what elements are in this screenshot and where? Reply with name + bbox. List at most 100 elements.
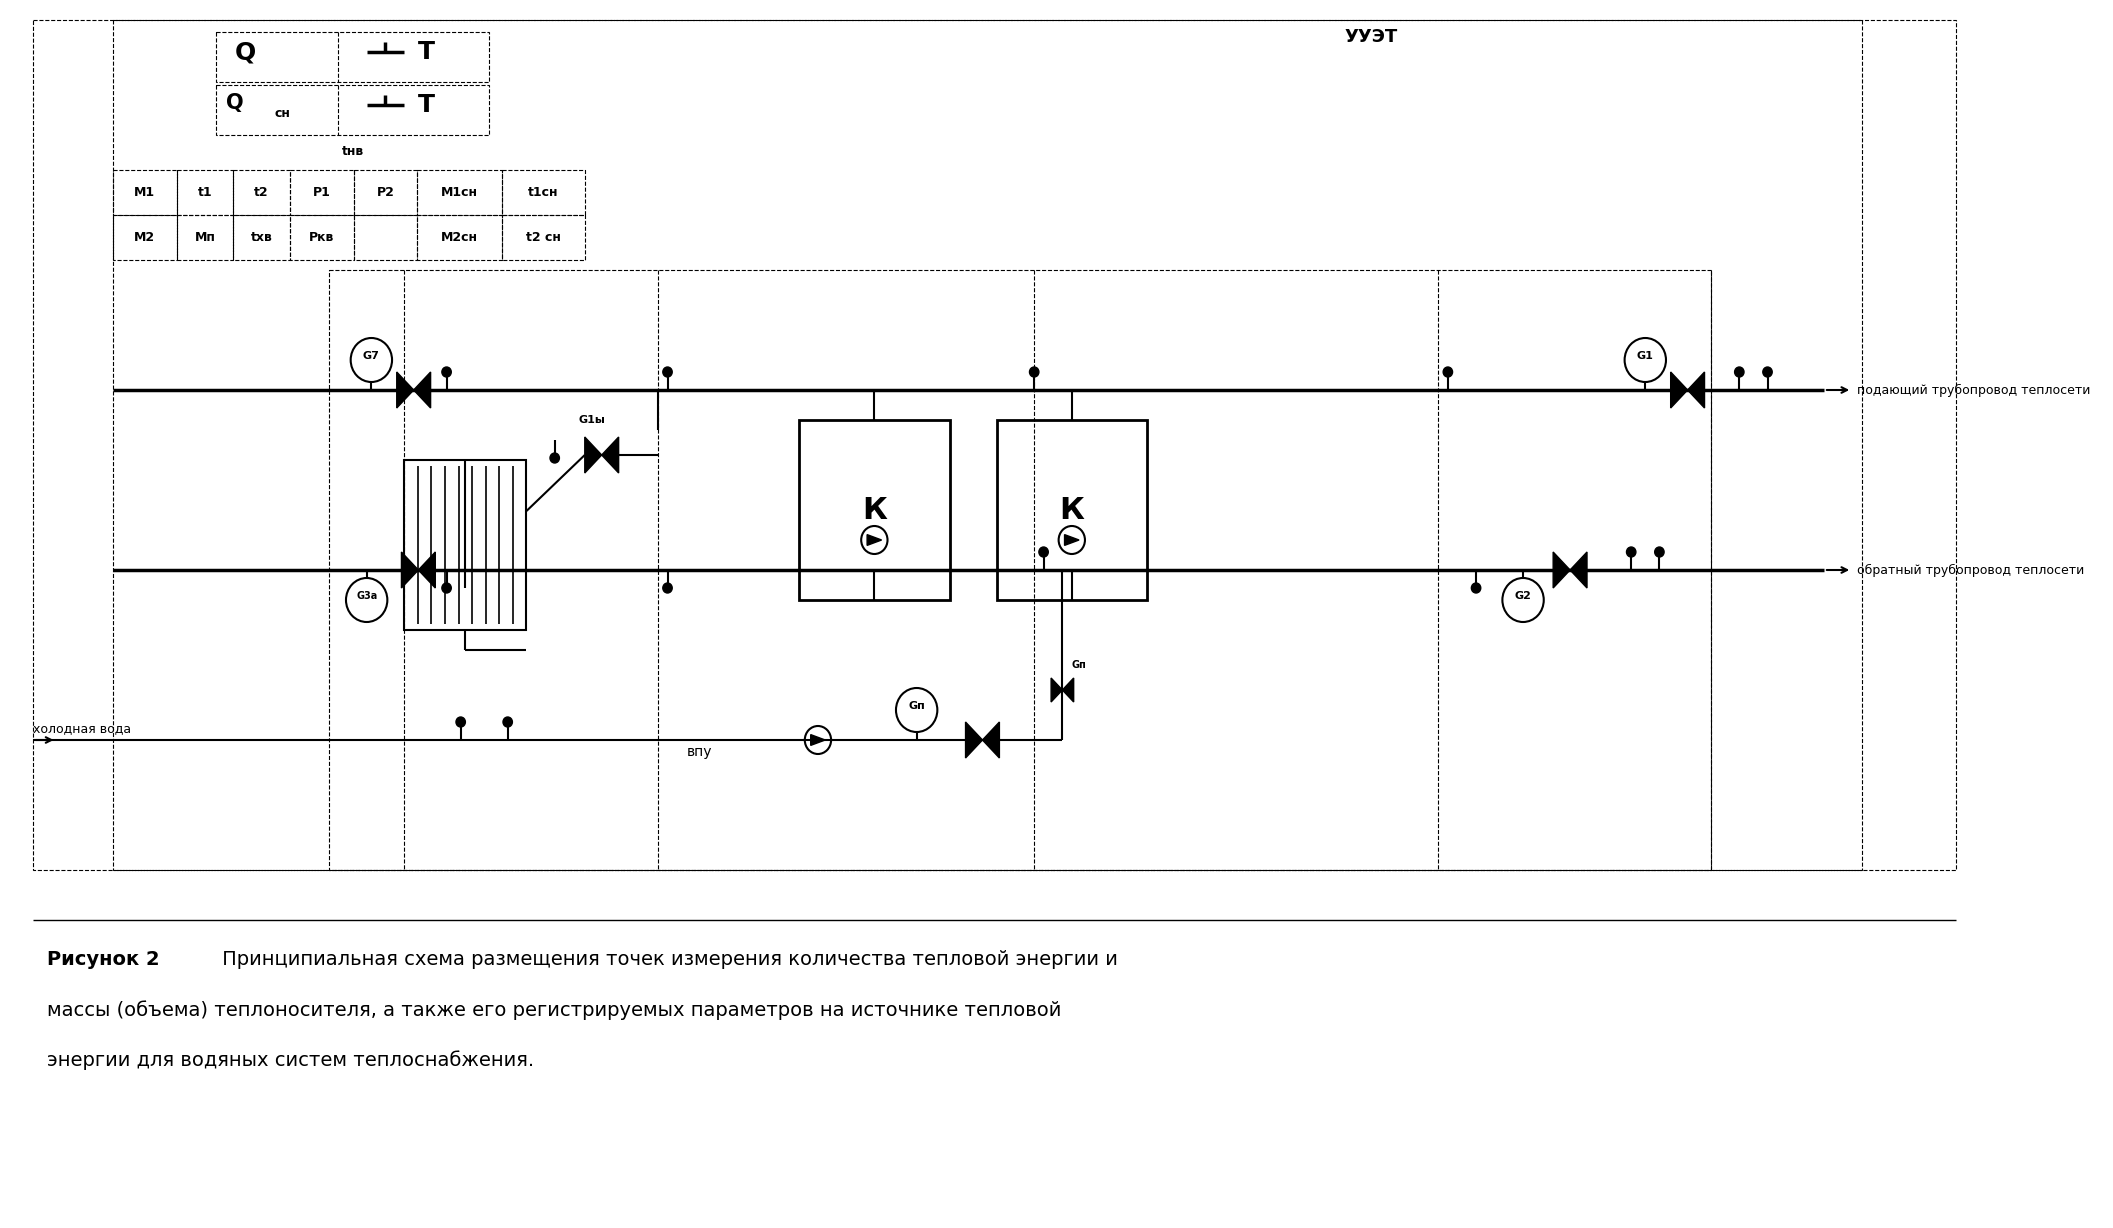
Text: подающий трубопровод теплосети: подающий трубопровод теплосети [1857,383,2090,397]
Text: сн: сн [275,107,289,120]
Circle shape [1443,367,1452,377]
Polygon shape [1688,372,1705,408]
Text: Q: Q [235,41,256,64]
Text: энергии для водяных систем теплоснабжения.: энергии для водяных систем теплоснабжени… [46,1050,535,1070]
Bar [112,169,177,215]
Text: tнв: tнв [342,145,363,158]
Bar [216,85,488,135]
Text: УУЭТ: УУЭТ [1344,28,1397,45]
Text: t2 сн: t2 сн [526,231,560,244]
Text: обратный трубопровод теплосети: обратный трубопровод теплосети [1857,564,2083,576]
Polygon shape [585,437,602,473]
Polygon shape [1570,553,1587,588]
Polygon shape [397,372,414,408]
Polygon shape [866,534,881,545]
Text: G1: G1 [1638,351,1654,361]
Polygon shape [1065,534,1080,545]
Bar [503,215,585,260]
Text: холодная вода: холодная вода [34,722,131,736]
Bar [353,215,418,260]
Circle shape [461,583,469,593]
Bar [997,420,1147,600]
Bar [503,169,585,215]
Bar [418,215,503,260]
Polygon shape [401,553,418,588]
Text: впу: впу [687,745,712,759]
Bar [799,420,949,600]
Text: t1: t1 [199,185,211,199]
Text: К: К [1059,496,1084,524]
Polygon shape [1063,678,1073,702]
Circle shape [503,717,511,727]
Bar [404,460,526,630]
Circle shape [1625,338,1665,382]
Text: M1сн: M1сн [442,185,478,199]
Polygon shape [1553,553,1570,588]
Circle shape [1654,546,1665,558]
Circle shape [896,688,938,732]
Text: t2: t2 [254,185,268,199]
Circle shape [1502,578,1545,623]
Circle shape [347,578,387,623]
Bar [353,169,418,215]
Text: G2: G2 [1515,591,1532,600]
Circle shape [862,526,887,554]
Circle shape [1040,546,1048,558]
Polygon shape [983,722,999,758]
Text: t1сн: t1сн [528,185,558,199]
Circle shape [663,583,672,593]
Text: tхв: tхв [251,231,273,244]
Circle shape [456,717,465,727]
Text: массы (объема) теплоносителя, а также его регистрируемых параметров на источнике: массы (объема) теплоносителя, а также ег… [46,1000,1061,1019]
Text: M1: M1 [135,185,156,199]
Bar [289,169,353,215]
Circle shape [1627,546,1635,558]
Text: T: T [418,93,435,117]
Circle shape [663,367,672,377]
Circle shape [1735,367,1743,377]
Circle shape [549,453,560,463]
Circle shape [351,338,393,382]
Polygon shape [418,553,435,588]
Polygon shape [966,722,983,758]
Polygon shape [811,734,826,745]
Polygon shape [1050,678,1063,702]
Bar [216,32,488,82]
Circle shape [442,583,452,593]
Text: M2: M2 [135,231,156,244]
Text: G3а: G3а [357,591,378,600]
Text: G1ы: G1ы [579,415,604,425]
Text: К: К [862,496,887,524]
Circle shape [442,367,452,377]
Bar [418,169,503,215]
Circle shape [1029,367,1040,377]
Bar [232,169,289,215]
Bar [289,215,353,260]
Text: Ркв: Ркв [308,231,334,244]
Bar [232,215,289,260]
Text: Мп: Мп [194,231,216,244]
Bar [34,20,1955,869]
Text: P2: P2 [376,185,395,199]
Bar [330,270,1712,869]
Polygon shape [414,372,431,408]
Text: T: T [418,41,435,64]
Circle shape [1471,583,1481,593]
Bar [112,215,177,260]
Bar [177,215,232,260]
Circle shape [1762,367,1773,377]
Circle shape [1059,526,1084,554]
Text: Gп: Gп [1071,659,1086,670]
Text: G7: G7 [363,351,380,361]
Text: Принципиальная схема размещения точек измерения количества тепловой энергии и: Принципиальная схема размещения точек из… [216,950,1118,969]
Circle shape [805,726,830,754]
Text: P1: P1 [313,185,330,199]
Bar [112,20,1862,869]
Bar [177,169,232,215]
Text: Рисунок 2: Рисунок 2 [46,950,161,969]
Text: Gп: Gп [909,701,925,711]
Text: Q: Q [226,93,243,113]
Polygon shape [1671,372,1688,408]
Polygon shape [602,437,619,473]
Text: M2сн: M2сн [442,231,478,244]
